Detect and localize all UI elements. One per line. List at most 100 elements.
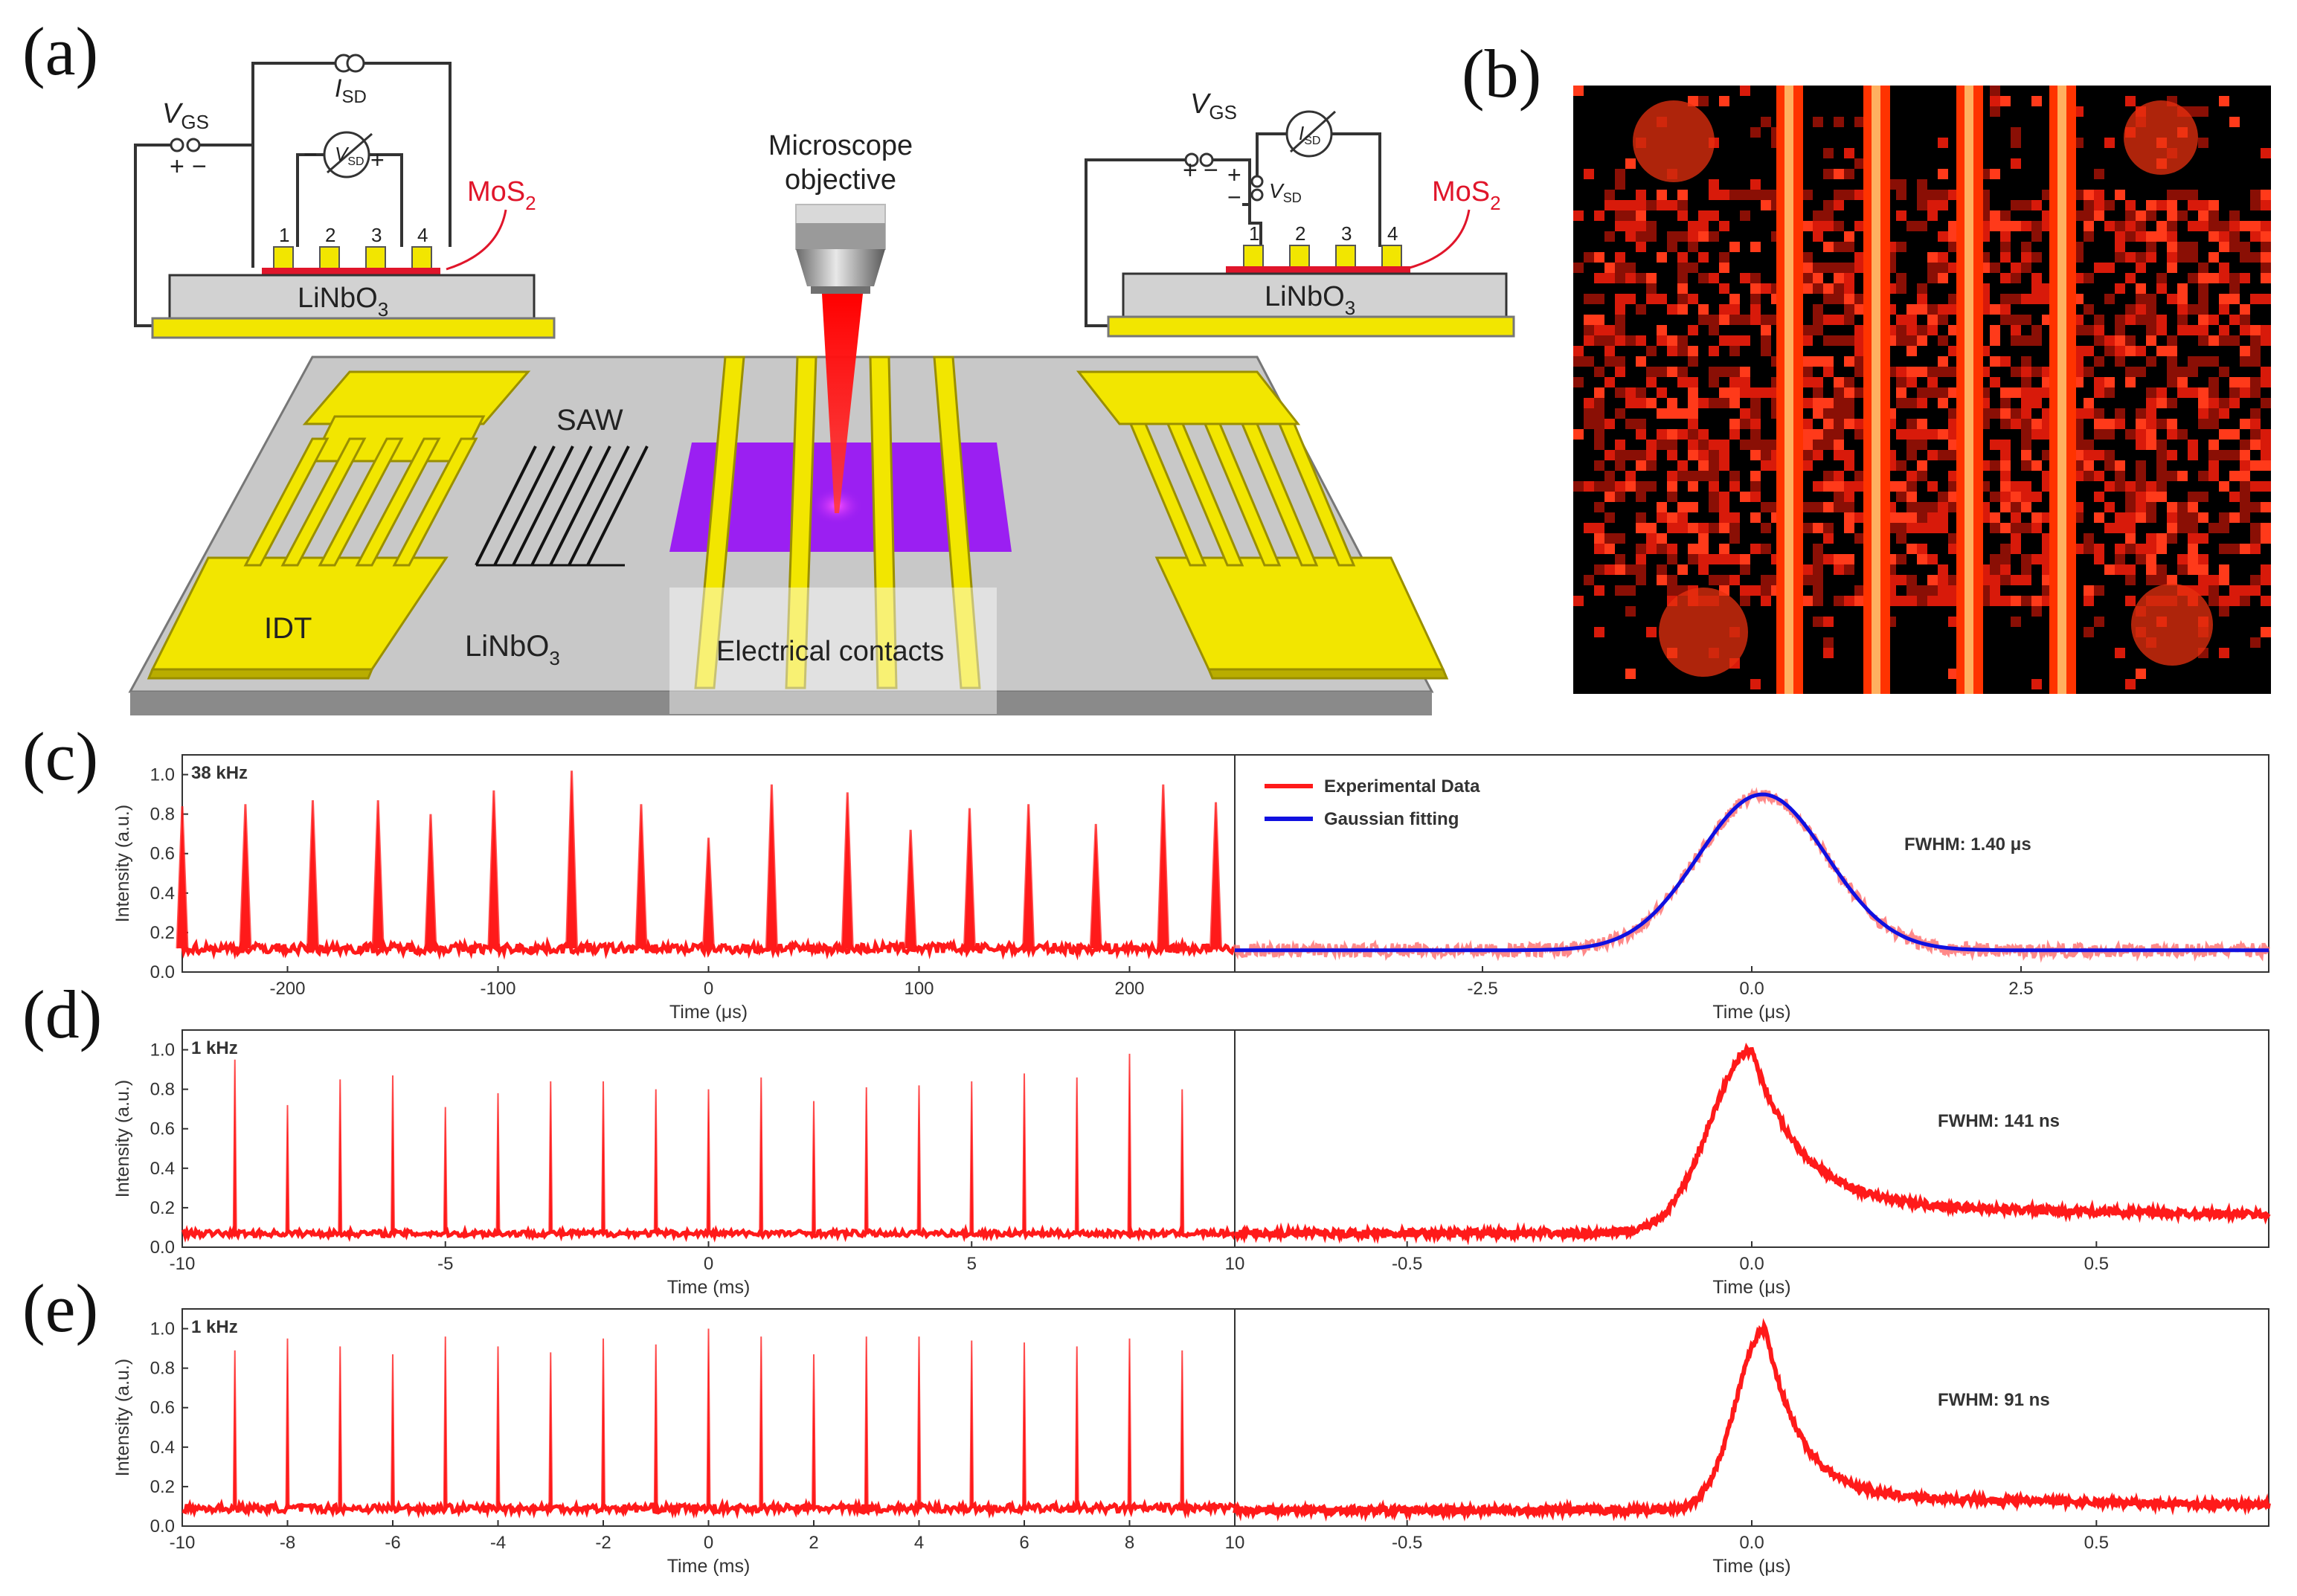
y-axis-label: Intensity (a.u.)	[112, 1080, 133, 1197]
pulse-peak	[706, 1328, 711, 1509]
svg-text:1: 1	[279, 224, 289, 246]
pulse-peak	[1180, 1089, 1185, 1234]
pulse-peak	[765, 784, 778, 949]
baseline-trace	[180, 936, 1236, 961]
pulse-peak	[1074, 1077, 1079, 1234]
svg-text:3: 3	[1341, 222, 1352, 245]
pulse-peak	[1127, 1053, 1132, 1234]
x-tick-label: -100	[480, 979, 515, 999]
device-schematic: SAW IDT LiNbO3 Electrical contacts	[128, 54, 1515, 715]
y-tick-label: 1.0	[150, 1040, 175, 1061]
saw-wavefronts	[475, 445, 649, 567]
legend-label: Experimental Data	[1324, 776, 1480, 797]
x-tick-label: 10	[1225, 1254, 1245, 1274]
x-tick-label: 0.0	[1739, 1254, 1764, 1274]
x-axis-label: Time (ms)	[667, 1277, 751, 1298]
x-tick-label: 5	[967, 1254, 977, 1274]
panel-label-e: (e)	[22, 1270, 98, 1346]
circuit-right: ISD VGS + − + − VSD 1 2 3 4 LiNbO3 MoS2	[1085, 89, 1515, 338]
x-tick-label: 0.5	[2084, 1254, 2109, 1274]
plot-frame	[1234, 1308, 2269, 1527]
x-tick-label: 0	[704, 1254, 713, 1274]
pulse-peak	[548, 1081, 553, 1234]
x-tick-label: -10	[170, 1533, 196, 1553]
experimental-data-line	[1233, 787, 2270, 963]
pulse-peak	[1074, 1346, 1079, 1509]
y-tick-label: 0.0	[150, 1238, 175, 1258]
svg-text:−: −	[303, 141, 318, 167]
pulse-peak	[495, 1093, 501, 1234]
pulse-peak	[565, 770, 579, 949]
pulse-peak	[391, 1354, 395, 1509]
svg-text:MoS2: MoS2	[467, 176, 536, 214]
microscope-objective	[795, 204, 886, 294]
gaussian-fit-line	[1235, 792, 2269, 953]
y-tick-label: 0.6	[150, 1398, 175, 1418]
pulse-peak	[812, 1101, 816, 1234]
x-tick-label: -4	[490, 1533, 506, 1553]
panel-label-a: (a)	[22, 13, 98, 89]
idt-right-fingers	[1128, 422, 1356, 567]
panel-label-c: (c)	[22, 718, 98, 794]
y-tick-label: 0.8	[150, 1359, 175, 1379]
x-tick-label: -5	[437, 1254, 453, 1274]
y-axis-label: Intensity (a.u.)	[112, 1359, 133, 1476]
x-tick-label: -2.5	[1467, 979, 1497, 999]
x-tick-label: 8	[1125, 1533, 1134, 1553]
x-tick-label: 0	[704, 1533, 713, 1553]
gate-terminal-icon	[170, 138, 184, 152]
svg-text:+: +	[370, 147, 385, 173]
pulse-peak	[239, 804, 252, 949]
pulse-peak	[232, 1059, 237, 1234]
pl-intensity-map	[1573, 86, 2271, 694]
pulse-peak	[548, 1352, 553, 1509]
x-axis-label: Time (μs)	[1712, 1277, 1790, 1298]
pulse-peak	[963, 808, 976, 949]
idt-label: IDT	[264, 612, 312, 645]
x-tick-label: 0.0	[1739, 979, 1764, 999]
chart-d-left: -10 -5 0 5 10 0.0 0.2 0.4 0.6 0.8 1.0 Time (ms) Inte…	[112, 1029, 1245, 1298]
laser-beam	[822, 294, 863, 513]
svg-text:+: +	[1227, 161, 1241, 188]
y-axis-label: Intensity (a.u.)	[112, 805, 133, 922]
pulse-peak	[969, 1081, 974, 1234]
x-tick-label: -0.5	[1392, 1533, 1422, 1553]
x-tick-label: 10	[1225, 1533, 1245, 1553]
x-axis-label: Time (ms)	[667, 1556, 751, 1577]
pulse-peak	[916, 1085, 922, 1234]
gate-electrode-left	[151, 317, 556, 339]
x-tick-label: -8	[280, 1533, 295, 1553]
svg-text:LiNbO3: LiNbO3	[298, 283, 388, 321]
saw-label: SAW	[556, 404, 623, 437]
y-tick-label: 0.6	[150, 1119, 175, 1139]
svg-text:−: −	[1204, 156, 1218, 184]
electrical-contact-strips	[694, 355, 981, 689]
svg-text:ISD: ISD	[335, 74, 367, 107]
pulse-peak	[635, 804, 648, 949]
pulse-peak	[424, 814, 437, 949]
svg-text:MoS2: MoS2	[1432, 176, 1501, 214]
chart-c-right: -2.5 0.0 2.5 Time (μs) Experimental Data Gaus…	[1233, 754, 2270, 1023]
rep-rate-annotation: 1 kHz	[191, 1317, 238, 1337]
pulse-peak	[232, 1350, 237, 1509]
x-tick-label: -200	[269, 979, 305, 999]
fwhm-annotation: FWHM: 91 ns	[1938, 1390, 2050, 1410]
panel-label-b: (b)	[1462, 36, 1541, 112]
pulse-peak	[601, 1338, 605, 1509]
y-tick-label: 0.2	[150, 923, 175, 943]
pulse-peak	[916, 1336, 922, 1509]
x-tick-label: 2.5	[2008, 979, 2033, 999]
y-tick-label: 0.6	[150, 844, 175, 864]
svg-text:4: 4	[417, 224, 428, 246]
svg-text:−: −	[192, 152, 207, 181]
fwhm-annotation: FWHM: 1.40 μs	[1904, 834, 2031, 855]
decay-trace	[1233, 1042, 2271, 1246]
y-tick-label: 0.4	[150, 1438, 175, 1458]
pulse-peak	[969, 1340, 974, 1509]
linbo3-plate-edge	[130, 692, 1432, 715]
x-tick-label: -6	[385, 1533, 400, 1553]
pulse-peak	[338, 1346, 343, 1509]
y-tick-label: 0.4	[150, 884, 175, 904]
y-tick-label: 0.0	[150, 1516, 175, 1537]
